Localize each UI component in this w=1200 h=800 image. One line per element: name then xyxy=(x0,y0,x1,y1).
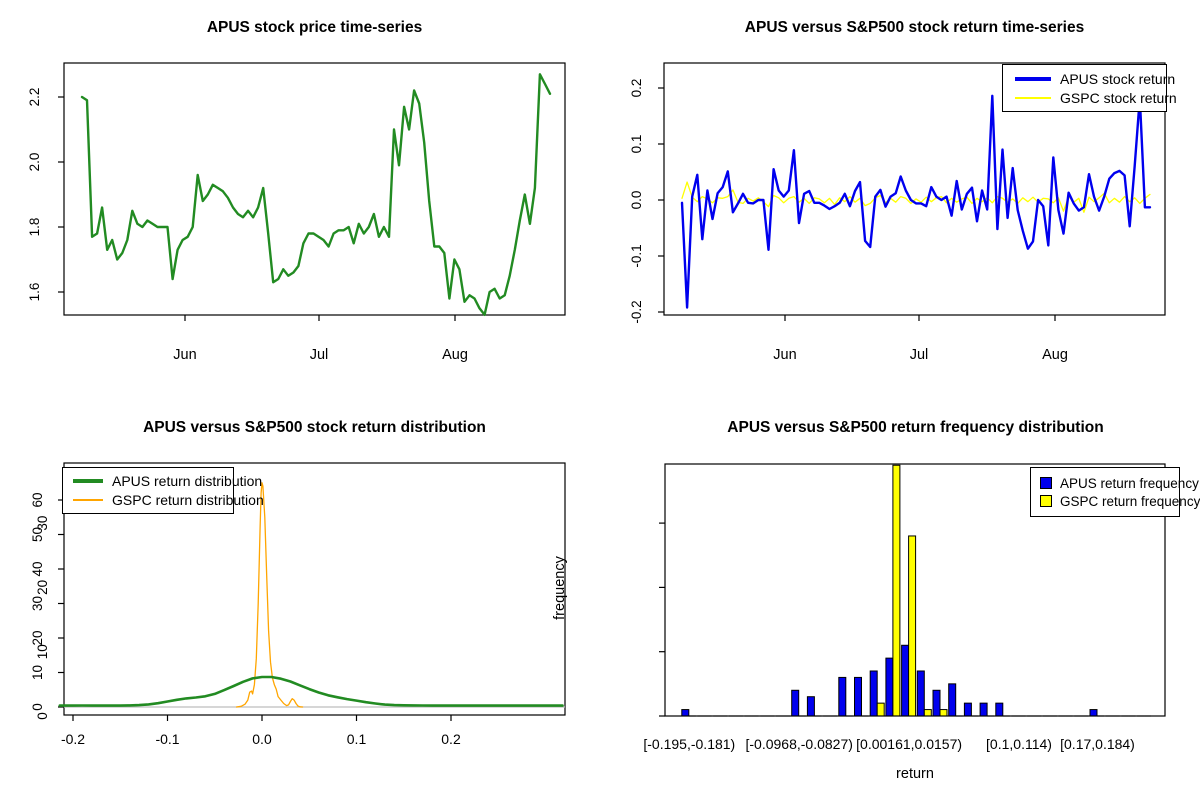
apus-frequency-bar xyxy=(869,670,878,717)
legend-label: GSPC return distribution xyxy=(112,492,264,508)
x-tick-label-month: Jun xyxy=(173,347,196,363)
gspc-frequency-bar xyxy=(908,535,917,717)
apus-frequency-bar xyxy=(791,689,800,717)
legend-item-apus-frequency: APUS return frequency xyxy=(1031,476,1199,491)
y-tick-label: -0.1 xyxy=(629,244,644,267)
y-tick-label: 1.6 xyxy=(27,283,42,302)
x-tick-label: -0.1 xyxy=(155,731,179,747)
apus-frequency-bar xyxy=(995,702,1004,717)
apus-frequency-box-sample xyxy=(1040,477,1052,489)
apus-stock-price-line xyxy=(80,73,552,316)
y-tick-label: 40 xyxy=(30,561,45,576)
x-tick-label-month: Aug xyxy=(1042,347,1068,363)
apus-frequency-bar xyxy=(1089,709,1098,717)
apus-frequency-bar xyxy=(963,702,972,717)
legend-label: GSPC return frequency xyxy=(1060,493,1200,509)
histogram-bin-label: [0.17,0.184) xyxy=(1060,736,1135,752)
price-plot-box xyxy=(63,62,566,316)
legend-label: GSPC stock return xyxy=(1060,89,1177,106)
histogram-bin-label: [0.00161,0.0157) xyxy=(856,736,962,752)
apus-frequency-bar xyxy=(932,689,941,717)
gspc-frequency-bar xyxy=(923,709,932,717)
histogram-plot-box xyxy=(664,463,1166,717)
y-tick-label: 20 xyxy=(35,580,50,595)
y-tick-label: 2.2 xyxy=(27,88,42,107)
x-tick-label-month: Jul xyxy=(310,347,329,363)
x-tick-label-month: Jun xyxy=(773,347,796,363)
apus-frequency-bar xyxy=(806,696,815,717)
y-tick-label: 2.0 xyxy=(27,153,42,172)
legend-item-apus-density: APUS return distribution xyxy=(63,473,262,489)
y-tick-label: 0.1 xyxy=(629,135,644,154)
x-tick-label: 0.1 xyxy=(347,731,367,747)
x-tick-label: 0.2 xyxy=(441,731,461,747)
legend-return-timeseries: APUS stock return GSPC stock return xyxy=(1002,64,1177,112)
gspc-frequency-bar xyxy=(892,464,901,717)
gspc-density-line-sample xyxy=(73,499,103,501)
y-tick-label: 0 xyxy=(30,703,45,711)
y-tick-label: 60 xyxy=(30,492,45,507)
y-tick-label: 10 xyxy=(30,665,45,680)
x-tick-label-month: Aug xyxy=(442,347,468,363)
apus-frequency-bar xyxy=(854,676,862,717)
apus-stock-return-line xyxy=(680,94,1152,309)
legend-label: APUS return frequency xyxy=(1060,475,1199,491)
gspc-frequency-bar xyxy=(876,702,885,717)
gspc-return-distribution-curve xyxy=(235,482,304,708)
apus-frequency-bar xyxy=(885,657,894,717)
y-tick-label: 30 xyxy=(35,516,50,531)
chart-title-return-ts: APUS versus S&P500 stock return time-ser… xyxy=(744,19,1085,36)
y-tick-label: 1.8 xyxy=(27,218,42,237)
legend-label: APUS stock return xyxy=(1060,70,1176,87)
histogram-bin-label: [-0.0968,-0.0827) xyxy=(745,736,852,752)
histogram-y-axis-title: frequency xyxy=(552,556,568,620)
y-tick-label: 0.0 xyxy=(629,191,644,210)
return-plot-box xyxy=(663,62,1166,316)
y-tick-label: 50 xyxy=(30,527,45,542)
gspc-stock-return-line xyxy=(681,181,1151,213)
chart-title-density: APUS versus S&P500 stock return distribu… xyxy=(143,419,486,436)
gspc-return-line-sample xyxy=(1015,96,1051,99)
apus-frequency-bar xyxy=(681,709,690,717)
y-tick-label: -0.2 xyxy=(629,300,644,323)
histogram-bin-label: [0.1,0.114) xyxy=(986,736,1052,752)
apus-frequency-bar xyxy=(948,683,957,717)
chart-title-histogram: APUS versus S&P500 return frequency dist… xyxy=(727,419,1104,436)
apus-frequency-bar xyxy=(901,644,910,717)
density-plot-box xyxy=(63,462,566,716)
apus-density-line-sample xyxy=(73,479,103,483)
legend-label: APUS return distribution xyxy=(112,473,263,489)
y-tick-label: 10 xyxy=(35,644,50,659)
legend-return-distribution: APUS return distribution GSPC return dis… xyxy=(62,467,264,514)
legend-return-frequency: APUS return frequency GSPC return freque… xyxy=(1030,467,1200,517)
y-tick-label: 20 xyxy=(30,630,45,645)
chart-title-price: APUS stock price time-series xyxy=(206,19,423,36)
apus-return-distribution-curve xyxy=(58,675,564,707)
histogram-bin-label: [-0.195,-0.181) xyxy=(643,736,735,752)
y-tick-label: 30 xyxy=(30,596,45,611)
apus-frequency-bar xyxy=(979,702,988,717)
gspc-frequency-bar xyxy=(939,709,948,717)
histogram-x-axis-title: return xyxy=(896,766,934,782)
apus-frequency-bar xyxy=(916,670,925,717)
x-tick-label-month: Jul xyxy=(910,347,929,363)
apus-frequency-bar xyxy=(838,676,847,717)
y-tick-label: 0 xyxy=(35,712,50,720)
legend-item-apus-return: APUS stock return xyxy=(1003,71,1175,87)
legend-item-gspc-return: GSPC stock return xyxy=(1003,90,1177,106)
x-tick-label: -0.2 xyxy=(61,731,85,747)
legend-item-gspc-frequency: GSPC return frequency xyxy=(1031,494,1200,509)
x-tick-label: 0.0 xyxy=(252,731,272,747)
legend-item-gspc-density: GSPC return distribution xyxy=(63,492,264,508)
gspc-frequency-box-sample xyxy=(1040,495,1052,507)
apus-return-line-sample xyxy=(1015,76,1051,81)
y-tick-label: 0.2 xyxy=(629,79,644,98)
